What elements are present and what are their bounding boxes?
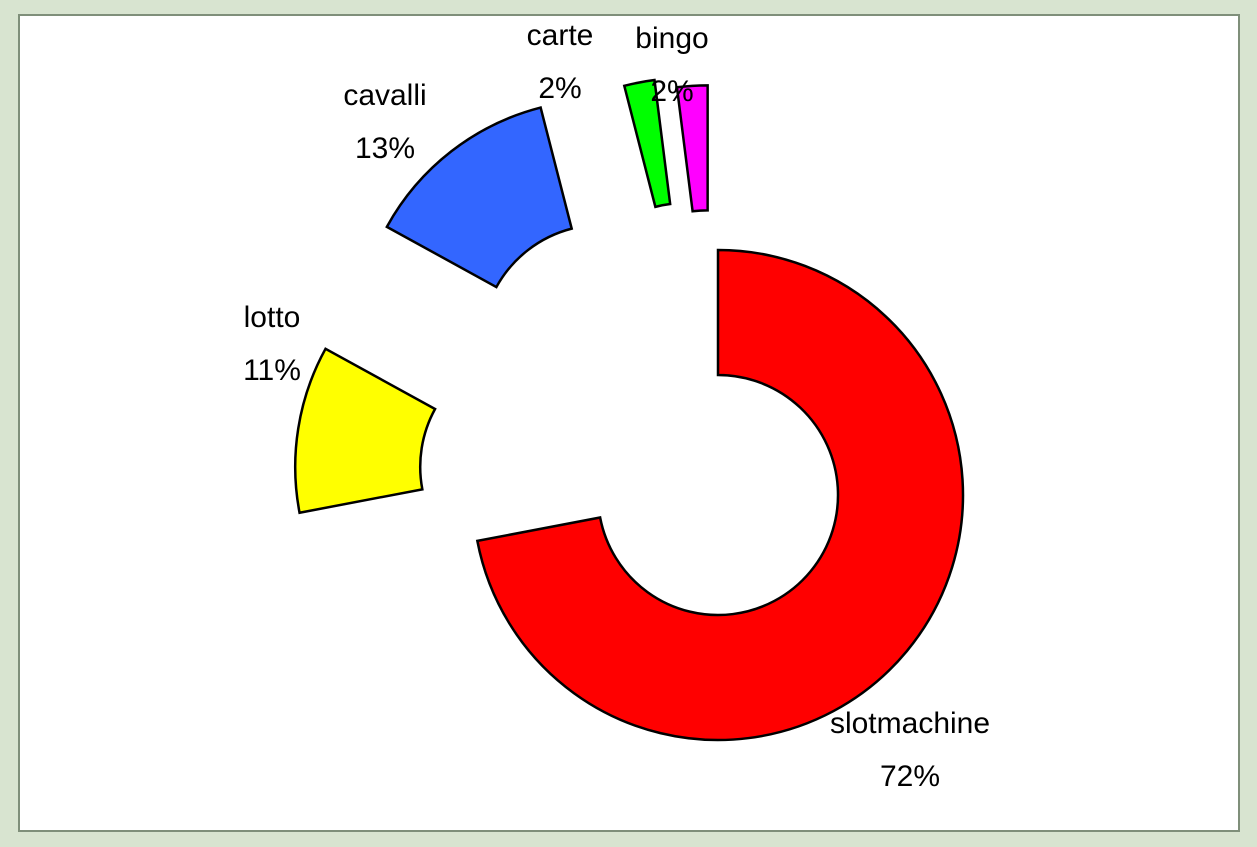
- value-label: 13%: [355, 132, 415, 165]
- slice: [475, 248, 965, 742]
- slice: [622, 78, 672, 209]
- slice-label: carte: [527, 19, 594, 52]
- value-label: 11%: [243, 354, 301, 387]
- value-label: 72%: [880, 760, 940, 793]
- slice-label: cavalli: [343, 79, 426, 112]
- value-label: 2%: [538, 72, 581, 105]
- slice: [294, 347, 437, 515]
- slice: [385, 106, 574, 289]
- slice-label: slotmachine: [830, 707, 990, 740]
- value-label: 2%: [650, 75, 693, 108]
- slice: [675, 84, 709, 213]
- slice-label: lotto: [244, 301, 301, 334]
- slice-label: bingo: [635, 22, 708, 55]
